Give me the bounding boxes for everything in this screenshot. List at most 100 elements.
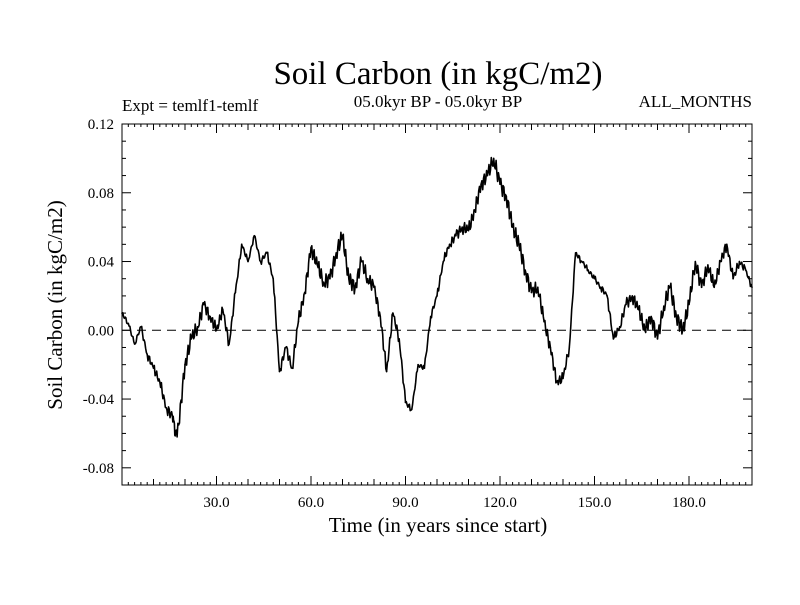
data-point	[606, 295, 608, 297]
data-point	[215, 329, 218, 332]
y-tick-label: -0.08	[83, 461, 114, 477]
data-point	[140, 326, 142, 328]
data-point	[348, 277, 350, 280]
data-point	[146, 353, 148, 356]
data-point	[644, 329, 646, 332]
data-point	[165, 406, 167, 409]
data-point	[511, 226, 514, 228]
data-point	[442, 260, 445, 263]
data-point	[335, 252, 338, 254]
data-point	[455, 234, 457, 237]
data-point	[234, 291, 237, 294]
data-point	[316, 264, 319, 266]
data-point	[600, 286, 602, 289]
data-point	[303, 291, 306, 294]
data-point	[411, 408, 413, 411]
y-axis: -0.08 -0.04 0.00 0.04 0.08 0.12	[83, 117, 752, 477]
x-axis-label: Time (in years since start)	[329, 513, 548, 537]
x-tick-label: 90.0	[392, 495, 418, 511]
data-point	[726, 243, 728, 246]
data-point	[663, 305, 665, 308]
y-tick-label: 0.12	[88, 117, 114, 133]
data-point	[694, 260, 697, 263]
series-line	[121, 156, 753, 438]
data-point	[423, 367, 426, 369]
data-point	[171, 415, 174, 418]
months-label: ALL_MONTHS	[639, 92, 752, 111]
data-point	[436, 295, 438, 297]
data-point	[297, 320, 300, 323]
data-point	[184, 363, 186, 366]
data-point	[492, 157, 495, 160]
data-point	[310, 246, 312, 249]
data-point	[675, 315, 678, 318]
data-point	[373, 286, 375, 289]
data-point	[631, 295, 634, 297]
data-point	[474, 209, 476, 211]
data-point	[537, 286, 539, 289]
data-point	[719, 260, 722, 263]
experiment-label: Expt = temlf1-temlf	[122, 96, 258, 115]
data-point	[549, 346, 552, 349]
data-point	[518, 243, 520, 246]
data-point	[285, 346, 287, 349]
data-point	[196, 326, 199, 328]
time-range-label: 05.0kyr BP - 05.0kyr BP	[354, 92, 522, 111]
data-point	[392, 312, 394, 314]
y-tick-label: 0.04	[88, 255, 115, 271]
data-point	[461, 226, 464, 228]
data-point	[669, 286, 671, 289]
x-tick-label: 180.0	[672, 495, 706, 511]
y-axis-label: Soil Carbon (in kgC/m2)	[43, 200, 67, 409]
data-point	[700, 286, 703, 289]
y-tick-label: 0.08	[88, 186, 114, 202]
data-point	[177, 424, 180, 426]
data-point	[429, 315, 432, 318]
data-point	[637, 308, 640, 311]
data-point	[174, 432, 177, 435]
x-tick-label: 30.0	[203, 495, 229, 511]
data-point	[656, 338, 659, 340]
y-tick-label: -0.04	[83, 392, 115, 408]
y-tick-label: 0.00	[88, 323, 114, 339]
data-point	[366, 277, 369, 280]
data-point	[530, 291, 533, 294]
data-point	[259, 260, 262, 263]
data-point	[688, 303, 690, 306]
data-point	[329, 277, 331, 280]
data-point	[581, 260, 583, 263]
data-point	[707, 264, 709, 266]
data-point	[385, 370, 388, 373]
data-point	[732, 277, 734, 280]
data-point	[543, 320, 545, 323]
x-tick-label: 120.0	[483, 495, 517, 511]
data-point	[612, 338, 615, 340]
data-point	[133, 343, 136, 345]
data-point	[190, 338, 193, 340]
data-point	[240, 243, 243, 246]
data-point	[209, 315, 211, 318]
data-point	[555, 381, 558, 383]
data-point	[562, 377, 564, 380]
data-point	[587, 269, 589, 271]
x-tick-label: 150.0	[578, 495, 612, 511]
data-point	[625, 303, 627, 306]
data-point	[322, 281, 325, 283]
data-point	[159, 381, 161, 383]
data-point	[593, 277, 596, 280]
data-point	[127, 322, 130, 325]
data-point	[203, 303, 205, 306]
data-point	[272, 277, 275, 280]
data-point	[480, 183, 482, 185]
data-point	[152, 367, 155, 369]
data-point	[738, 260, 741, 263]
data-point	[228, 343, 230, 345]
data-point	[360, 260, 363, 263]
chart-title: Soil Carbon (in kgC/m2)	[273, 56, 602, 92]
data-point	[404, 401, 407, 404]
data-point	[379, 315, 382, 318]
data-point	[505, 195, 508, 197]
data-point	[524, 269, 526, 271]
